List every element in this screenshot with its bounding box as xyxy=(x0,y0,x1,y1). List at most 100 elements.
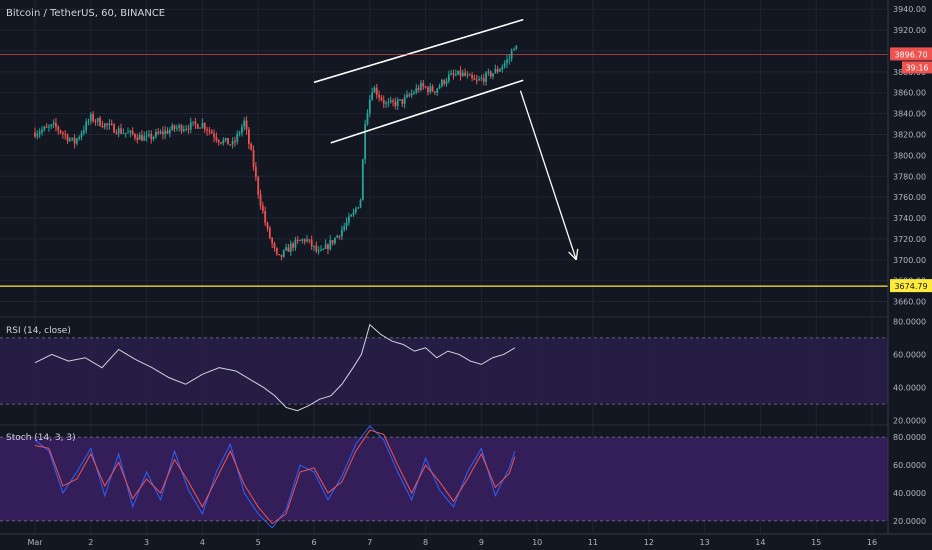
candle-body[interactable] xyxy=(45,126,48,128)
candle-body[interactable] xyxy=(92,114,95,122)
candle-body[interactable] xyxy=(94,121,97,123)
candle-body[interactable] xyxy=(217,140,220,143)
candle-body[interactable] xyxy=(347,216,350,223)
candle-body[interactable] xyxy=(350,214,353,217)
candle-body[interactable] xyxy=(417,88,420,90)
candle-body[interactable] xyxy=(315,245,318,251)
candle-body[interactable] xyxy=(440,80,443,87)
candle-body[interactable] xyxy=(410,93,413,96)
candle-body[interactable] xyxy=(450,73,453,75)
candle-body[interactable] xyxy=(334,237,336,244)
candle-body[interactable] xyxy=(78,137,81,139)
candle-body[interactable] xyxy=(85,121,88,131)
candle-body[interactable] xyxy=(236,133,239,142)
candle-body[interactable] xyxy=(431,86,434,92)
candle-body[interactable] xyxy=(473,78,476,80)
candle-body[interactable] xyxy=(185,128,188,130)
candle-body[interactable] xyxy=(403,97,406,104)
candle-body[interactable] xyxy=(299,240,301,242)
candle-body[interactable] xyxy=(454,74,457,76)
candle-body[interactable] xyxy=(55,122,57,127)
candle-body[interactable] xyxy=(320,249,322,251)
candle-body[interactable] xyxy=(494,68,497,74)
candle-body[interactable] xyxy=(266,222,269,228)
candle-body[interactable] xyxy=(210,131,213,134)
candle-body[interactable] xyxy=(73,137,76,144)
candle-body[interactable] xyxy=(464,72,467,76)
candle-body[interactable] xyxy=(252,150,255,168)
candle-body[interactable] xyxy=(87,121,90,123)
candle-body[interactable] xyxy=(80,133,83,138)
candle-body[interactable] xyxy=(313,245,315,247)
candle-body[interactable] xyxy=(503,63,506,67)
candle-body[interactable] xyxy=(406,94,408,98)
candle-body[interactable] xyxy=(292,243,294,248)
price-candles[interactable] xyxy=(34,45,518,261)
candle-body[interactable] xyxy=(180,125,183,132)
candle-body[interactable] xyxy=(443,80,446,84)
candle-body[interactable] xyxy=(294,239,297,248)
candle-body[interactable] xyxy=(515,45,518,49)
candle-body[interactable] xyxy=(168,130,171,134)
candle-body[interactable] xyxy=(229,144,232,146)
candle-body[interactable] xyxy=(357,207,360,209)
candle-body[interactable] xyxy=(352,212,355,215)
candle-body[interactable] xyxy=(187,128,190,130)
price-axis-background[interactable] xyxy=(888,0,932,550)
candle-body[interactable] xyxy=(66,134,69,141)
candle-body[interactable] xyxy=(106,123,108,126)
candle-body[interactable] xyxy=(196,124,199,129)
candle-body[interactable] xyxy=(82,130,85,134)
candle-body[interactable] xyxy=(201,123,204,128)
candle-body[interactable] xyxy=(364,124,367,160)
candle-body[interactable] xyxy=(136,137,139,140)
candle-body[interactable] xyxy=(117,128,120,134)
candle-body[interactable] xyxy=(396,99,399,106)
candle-body[interactable] xyxy=(506,59,508,64)
candle-body[interactable] xyxy=(289,243,292,252)
candle-body[interactable] xyxy=(59,130,62,133)
candle-body[interactable] xyxy=(371,92,374,100)
candle-body[interactable] xyxy=(34,132,36,137)
candle-body[interactable] xyxy=(436,88,439,93)
candle-body[interactable] xyxy=(257,176,260,195)
candle-body[interactable] xyxy=(157,131,160,134)
rsi-series-line-1[interactable] xyxy=(34,323,516,412)
candle-body[interactable] xyxy=(161,131,164,135)
candle-body[interactable] xyxy=(124,132,127,134)
candle-body[interactable] xyxy=(250,143,253,151)
candle-body[interactable] xyxy=(459,70,462,76)
candle-body[interactable] xyxy=(513,48,515,51)
candle-body[interactable] xyxy=(71,137,74,140)
candle-body[interactable] xyxy=(134,134,136,138)
candle-body[interactable] xyxy=(482,78,485,82)
candle-body[interactable] xyxy=(203,123,206,130)
candle-body[interactable] xyxy=(341,229,343,237)
candle-body[interactable] xyxy=(501,66,504,70)
candle-body[interactable] xyxy=(385,103,387,105)
candle-body[interactable] xyxy=(68,139,71,141)
candle-body[interactable] xyxy=(182,129,185,132)
candle-body[interactable] xyxy=(213,133,215,138)
projection-arrow-head[interactable] xyxy=(568,251,577,261)
candle-body[interactable] xyxy=(36,134,39,137)
candle-body[interactable] xyxy=(99,118,101,126)
candle-body[interactable] xyxy=(245,120,248,130)
candle-body[interactable] xyxy=(285,247,287,251)
candle-body[interactable] xyxy=(480,78,483,80)
candle-body[interactable] xyxy=(110,123,113,125)
candle-body[interactable] xyxy=(275,247,278,255)
candle-body[interactable] xyxy=(89,114,92,122)
candle-body[interactable] xyxy=(199,127,201,129)
candle-body[interactable] xyxy=(329,240,332,250)
candle-body[interactable] xyxy=(259,194,262,206)
candle-body[interactable] xyxy=(394,101,397,106)
candle-body[interactable] xyxy=(178,125,181,128)
candle-body[interactable] xyxy=(222,140,225,144)
candle-body[interactable] xyxy=(331,240,334,244)
candle-body[interactable] xyxy=(175,127,178,129)
candle-body[interactable] xyxy=(192,121,194,123)
candle-body[interactable] xyxy=(234,141,236,143)
candle-body[interactable] xyxy=(429,86,432,93)
